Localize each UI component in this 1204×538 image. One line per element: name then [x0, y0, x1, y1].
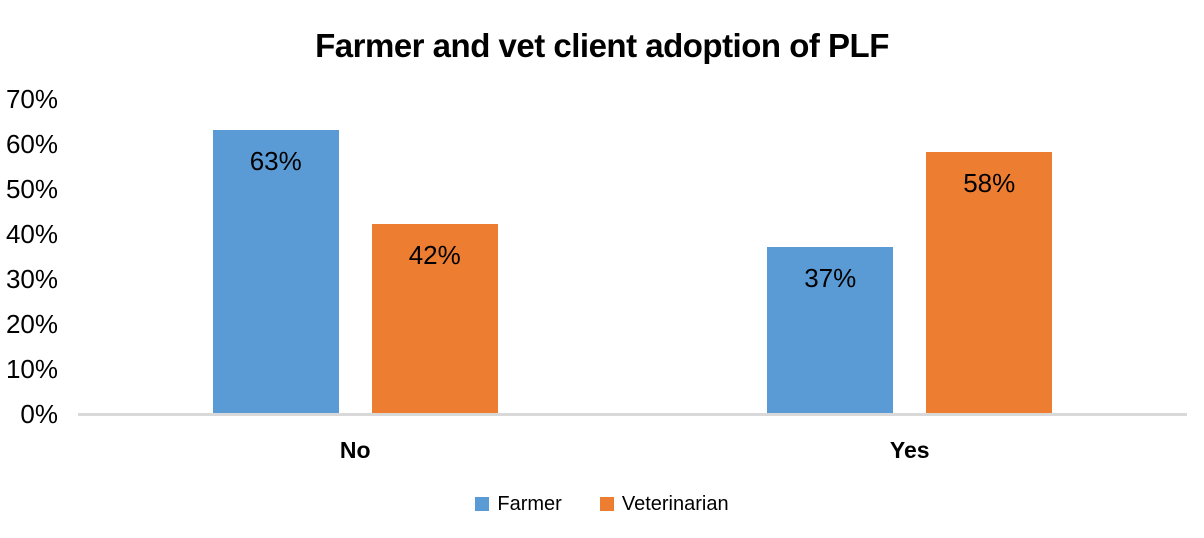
- bar-veterinarian-yes: 58%: [926, 152, 1053, 413]
- y-axis-tick-label: 10%: [5, 354, 58, 384]
- y-axis-tick-label: 60%: [5, 129, 58, 159]
- y-axis-tick-label: 40%: [5, 219, 58, 249]
- y-axis-tick-label: 30%: [5, 264, 58, 294]
- x-axis-category-label: No: [339, 437, 371, 463]
- legend-item-veterinarian: Veterinarian: [599, 493, 729, 515]
- y-axis-tick-label: 50%: [5, 174, 58, 204]
- chart-title: Farmer and vet client adoption of PLF: [315, 27, 889, 64]
- bar-farmer-no: 63%: [212, 129, 339, 413]
- legend-swatch-icon: [599, 497, 614, 511]
- y-axis-tick-label: 70%: [5, 84, 58, 114]
- bar-farmer-yes: 37%: [767, 246, 894, 413]
- legend-label: Farmer: [497, 493, 562, 515]
- bar-data-label: 42%: [408, 240, 461, 270]
- y-axis-tick-label: 20%: [5, 309, 58, 339]
- bar-data-label: 58%: [963, 168, 1016, 198]
- y-axis-tick-label: 0%: [20, 399, 58, 429]
- bar-data-label: 37%: [804, 262, 857, 293]
- x-axis-category-label: Yes: [889, 437, 930, 463]
- x-axis-line: [78, 412, 1187, 416]
- chart-legend: Farmer Veterinarian: [0, 490, 1204, 518]
- bar-veterinarian-no: 42%: [371, 224, 498, 413]
- legend-item-farmer: Farmer: [475, 493, 562, 515]
- legend-label: Veterinarian: [621, 493, 729, 515]
- legend-swatch-icon: [475, 497, 490, 511]
- bar-data-label: 63%: [249, 145, 302, 176]
